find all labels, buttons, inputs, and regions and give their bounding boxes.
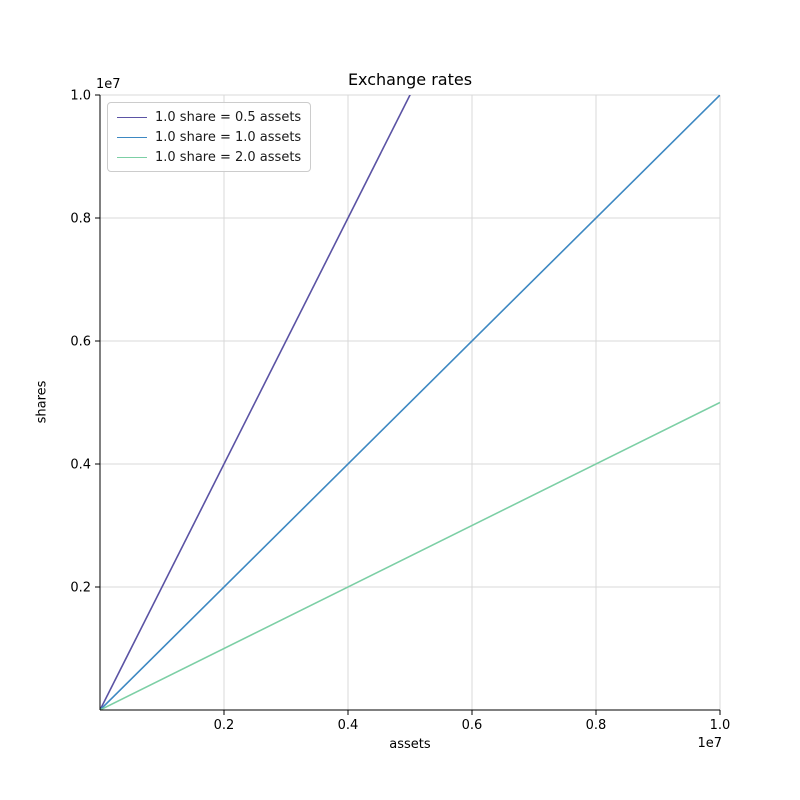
series-line-1: [100, 95, 720, 710]
legend-label: 1.0 share = 2.0 assets: [155, 149, 302, 165]
x-tick-label: 0.4: [338, 718, 359, 733]
y-tick-label: 0.4: [70, 458, 91, 473]
y-axis-scale-offset: 1e7: [96, 77, 121, 92]
series-line-0: [100, 95, 411, 710]
y-tick-label: 0.6: [70, 335, 91, 350]
legend-entry: 1.0 share = 1.0 assets: [117, 128, 301, 146]
legend-label: 1.0 share = 1.0 assets: [155, 129, 302, 145]
x-tick-label: 0.2: [214, 718, 235, 733]
legend-line-swatch: [117, 156, 147, 158]
y-tick-label: 1.0: [70, 89, 91, 104]
chart-title: Exchange rates: [347, 70, 473, 89]
legend-line-swatch: [117, 116, 147, 118]
x-tick-label: 1.0: [710, 718, 731, 733]
y-tick-label: 0.8: [70, 212, 91, 227]
y-tick-label: 0.2: [70, 581, 91, 596]
legend-line-swatch: [117, 136, 147, 138]
legend-label: 1.0 share = 0.5 assets: [155, 109, 302, 125]
x-tick-label: 0.8: [586, 718, 607, 733]
x-axis-scale-offset: 1e7: [697, 736, 722, 751]
y-axis-label: shares: [34, 380, 50, 424]
legend-entry: 1.0 share = 0.5 assets: [117, 108, 301, 126]
series-line-2: [100, 401, 720, 710]
legend: 1.0 share = 0.5 assets 1.0 share = 1.0 a…: [107, 102, 312, 172]
legend-entry: 1.0 share = 2.0 assets: [117, 148, 301, 166]
x-tick-label: 0.6: [462, 718, 483, 733]
x-axis-label: assets: [389, 737, 431, 752]
